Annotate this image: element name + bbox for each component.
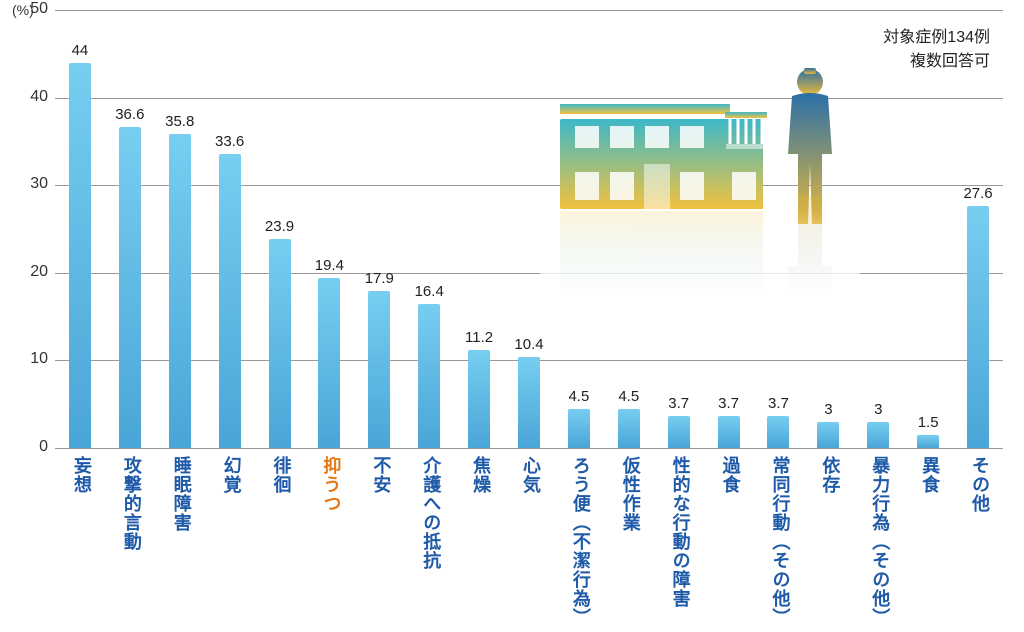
bar (767, 416, 789, 448)
bar-value-label: 35.8 (155, 113, 205, 130)
bar (219, 154, 241, 448)
bar-value-label: 3.7 (704, 395, 754, 412)
y-tick-label: 30 (8, 175, 48, 193)
category-label: 異食 (917, 456, 943, 494)
bar-value-label: 4.5 (554, 388, 604, 405)
y-tick-label: 50 (8, 0, 48, 18)
category-label: 仮性作業 (618, 456, 644, 532)
bar (967, 206, 989, 448)
bar-value-label: 44 (55, 42, 105, 59)
bar (418, 304, 440, 448)
bar (169, 134, 191, 448)
bar-chart: (%) 01020304050 4436.635.833.623.919.417… (0, 0, 1024, 632)
bar (119, 127, 141, 448)
bar (867, 422, 889, 448)
bar-value-label: 3 (853, 401, 903, 418)
bar-value-label: 33.6 (205, 133, 255, 150)
bar-value-label: 27.6 (953, 185, 1003, 202)
bar-value-label: 3.7 (753, 395, 803, 412)
category-label: 暴力行為（その他） (867, 456, 893, 627)
bar-value-label: 4.5 (604, 388, 654, 405)
bar-value-label: 17.9 (354, 270, 404, 287)
note-line-2: 複数回答可 (883, 50, 990, 74)
bar (269, 239, 291, 448)
category-label: 妄想 (69, 456, 95, 494)
bar (318, 278, 340, 448)
grid-line (55, 448, 1003, 449)
x-axis-labels: 妄想攻撃的言動睡眠障害幻覚徘徊抑うつ不安介護への抵抗焦燥心気ろう便（不潔行為） 仮… (55, 456, 1003, 632)
category-label: 常同行動（その他） (767, 456, 793, 627)
bar (668, 416, 690, 448)
bar (518, 357, 540, 448)
category-label: 攻撃的言動 (119, 456, 145, 551)
plot-area: 44 36.635.833.6 23.9 19.417.916.4 11.210.4 4.… (55, 10, 1003, 448)
bar (69, 63, 91, 448)
y-tick-label: 0 (8, 438, 48, 456)
category-label: 過食 (718, 456, 744, 494)
bar (817, 422, 839, 448)
bar-value-label: 36.6 (105, 106, 155, 123)
category-label: その他 (967, 456, 993, 513)
category-label: 睡眠障害 (169, 456, 195, 532)
bar-value-label: 1.5 (903, 414, 953, 431)
bar (618, 409, 640, 448)
note-line-1: 対象症例134例 (883, 26, 990, 50)
category-label: 依存 (817, 456, 843, 494)
bar (718, 416, 740, 448)
bar-value-label: 16.4 (404, 283, 454, 300)
category-label: 不安 (368, 456, 394, 494)
y-tick-label: 20 (8, 263, 48, 281)
bar-value-label: 3 (803, 401, 853, 418)
category-label: 幻覚 (219, 456, 245, 494)
bar-value-label: 11.2 (454, 329, 504, 346)
bar (368, 291, 390, 448)
category-label: 抑うつ (318, 456, 344, 513)
bar-value-label: 3.7 (654, 395, 704, 412)
category-label: 徘徊 (269, 456, 295, 494)
bar (468, 350, 490, 448)
bar-value-label: 19.4 (304, 257, 354, 274)
category-label: 心気 (518, 456, 544, 494)
category-label: 介護への抵抗 (418, 456, 444, 570)
bar (917, 435, 939, 448)
bar (568, 409, 590, 448)
bar-value-label: 10.4 (504, 336, 554, 353)
bar-value-label: 23.9 (255, 218, 305, 235)
y-tick-label: 10 (8, 350, 48, 368)
category-label: 性的な行動の障害 (668, 456, 694, 608)
category-label: ろう便（不潔行為） (568, 456, 594, 627)
category-label: 焦燥 (468, 456, 494, 494)
y-tick-label: 40 (8, 88, 48, 106)
chart-note: 対象症例134例 複数回答可 (883, 26, 990, 74)
